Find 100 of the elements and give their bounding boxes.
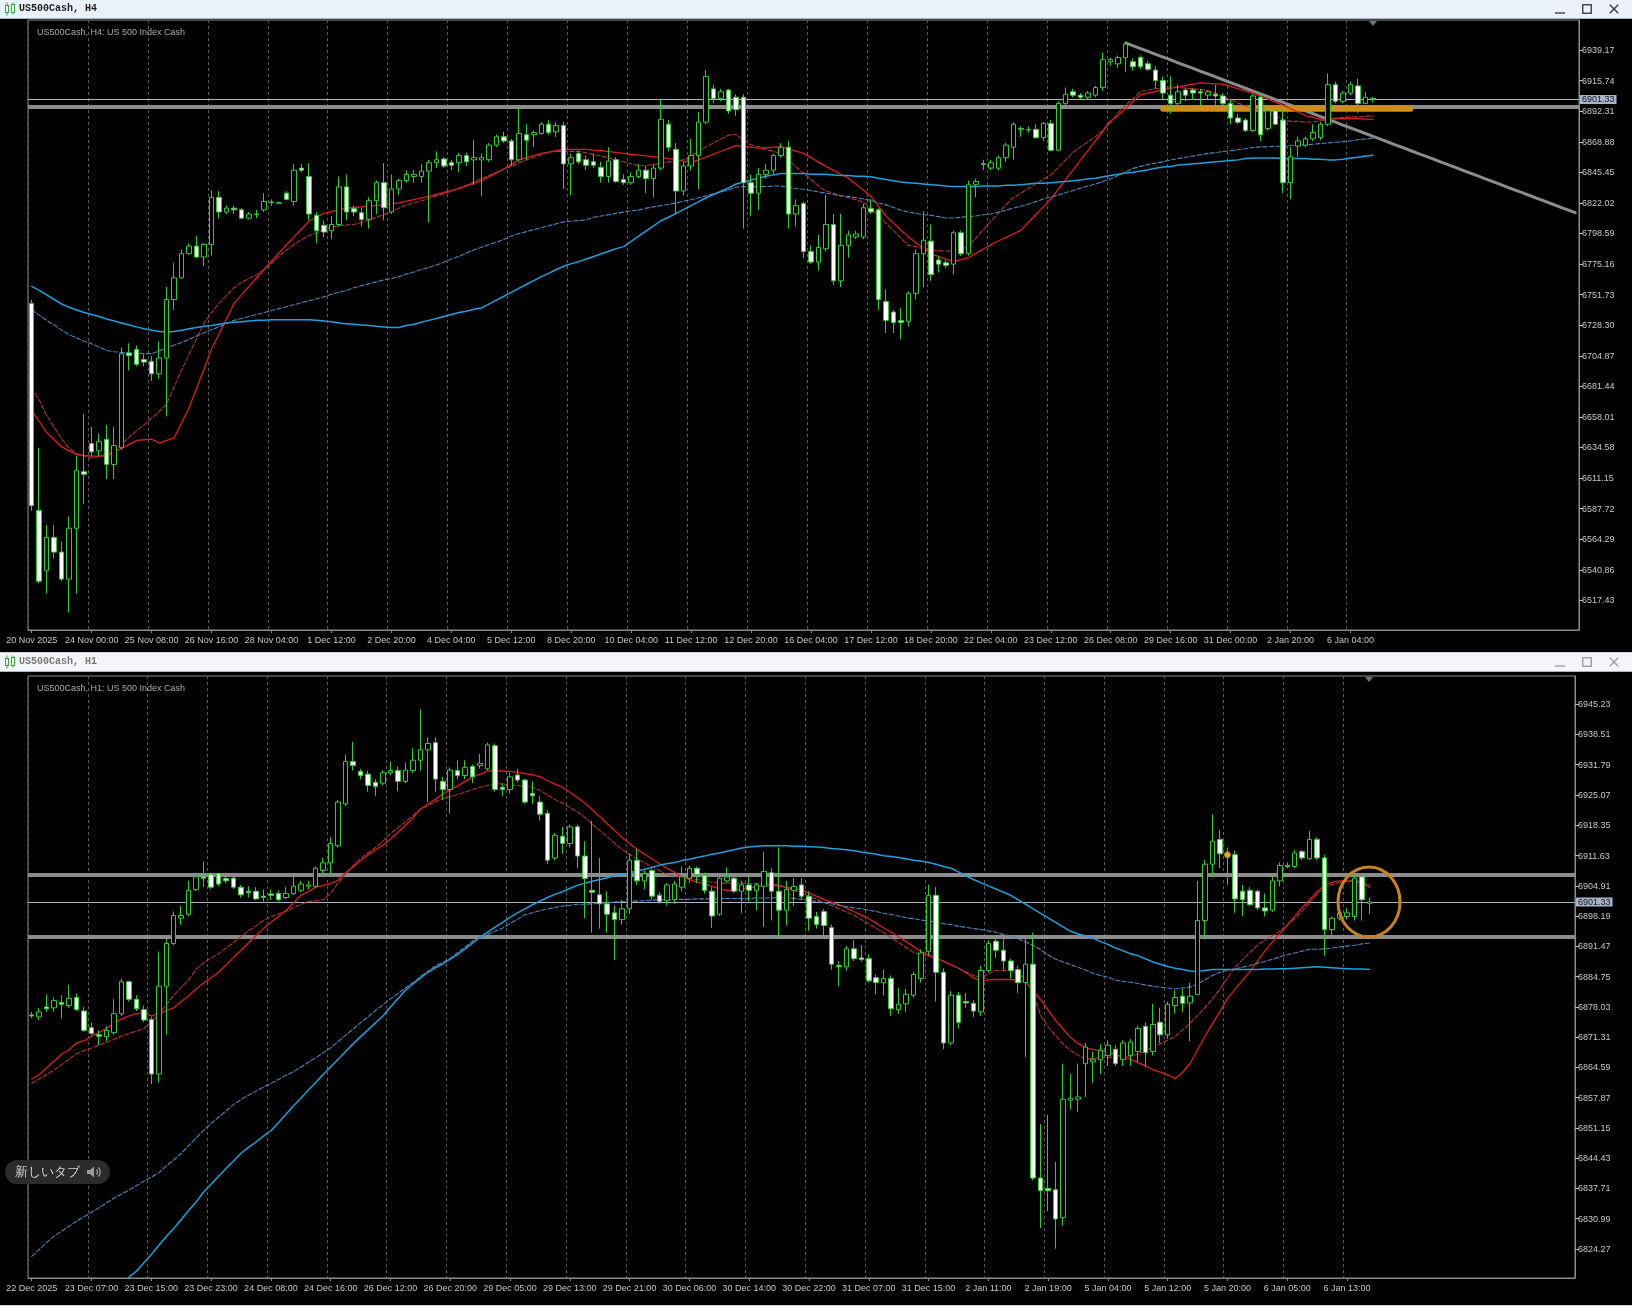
x-tick-label: 6 Jan 13:00 [1323,1282,1371,1293]
candlestick [666,119,671,152]
candlestick [612,905,617,961]
candlestick [1063,87,1068,106]
candlestick [261,192,267,213]
candlestick [283,886,289,900]
candlestick [51,524,57,559]
candlestick [179,249,184,280]
candlestick [1030,932,1036,1181]
candlestick [470,764,475,784]
x-tick-label: 4 Dec 04:00 [427,634,476,645]
line-series [128,845,1371,1278]
candlestick [851,939,857,962]
candlestick [201,861,206,888]
y-tick-label: 6904.91 [1578,880,1611,891]
candlestick [717,874,722,917]
candlestick [426,159,432,223]
candlestick [389,173,394,215]
candlestick [1217,829,1223,869]
candlestick [1053,1161,1058,1250]
candlestick [1370,96,1376,104]
candlestick [711,84,716,104]
line-series [31,154,1374,333]
candlestick [74,455,79,595]
candlestick [1083,1042,1088,1098]
candlestick [269,198,274,207]
candlestick [1198,88,1203,106]
candlestick [59,994,64,1019]
candlestick [583,155,589,171]
candlestick [509,138,514,167]
candlestick [441,156,447,169]
candlestick [1205,89,1211,100]
candlestick [396,178,402,196]
tooltip-bubble: 新しいタブ [5,1160,110,1184]
candlestick [1045,1114,1051,1212]
candlestick [291,874,296,896]
candlestick [96,1029,102,1046]
y-tick-label: 6864.59 [1578,1062,1611,1073]
candlestick [1123,41,1128,73]
candlestick [501,131,507,144]
candlestick [806,890,812,932]
x-tick-label: 23 Dec 07:00 [64,1282,119,1293]
candlestick [539,121,544,136]
candlestick [111,426,117,480]
candlestick [1060,1063,1066,1227]
candlestick [1113,1044,1118,1067]
candlestick [956,991,961,1030]
candlestick [1285,861,1290,869]
candlestick [1056,100,1061,152]
x-tick-label: 26 Dec 20:00 [423,1282,478,1293]
x-tick-label: 5 Jan 04:00 [1084,1282,1132,1293]
candlestick [1325,72,1331,127]
candlestick [746,876,752,903]
candlestick [500,782,505,797]
candlestick [485,742,490,772]
candlestick [186,242,192,255]
x-tick-label: 5 Jan 20:00 [1203,1282,1252,1293]
candlestick [769,867,774,921]
candlestick [575,824,580,869]
candlestick [582,840,588,919]
candlestick [359,207,364,228]
candlestick [111,998,117,1036]
candlestick [958,230,964,257]
candlestick [966,180,971,257]
candlestick [1075,1063,1081,1113]
y-tick-label: 6891.47 [1578,941,1611,952]
candlestick [552,832,558,861]
candlestick [726,88,731,115]
candlestick [1318,121,1323,141]
candlestick [545,809,550,865]
candlestick [313,865,318,889]
candlestick [254,209,259,219]
candlestick [320,857,326,876]
candlestick [718,88,724,102]
candlestick [1262,892,1268,917]
text: US500Cash, H4: US 500 Index Cash [37,26,186,37]
candlestick [66,515,72,614]
candlestick [733,93,739,117]
x-tick-label: 2 Jan 11:00 [965,1282,1012,1293]
candlestick [628,171,634,186]
candlestick [1093,85,1098,98]
candlestick [479,152,484,197]
candlestick [978,965,984,1017]
candlestick [1068,1073,1073,1111]
y-tick-label: 6945.23 [1578,699,1611,710]
chart-title: US500Cash, H4 [19,3,98,15]
x-tick-label: 5 Dec 12:00 [487,634,536,645]
candlestick [1277,861,1283,887]
candlestick [141,1005,147,1023]
candlestick [627,853,632,915]
candlestick [388,761,393,776]
candlestick [1295,136,1301,158]
candlestick [477,753,483,770]
candlestick [1165,1001,1170,1040]
line-series [31,896,1371,1257]
candlestick [1280,109,1286,194]
candlestick [1100,51,1106,92]
candlestick [606,146,611,184]
candlestick [808,244,814,265]
candlestick [1105,1039,1111,1067]
